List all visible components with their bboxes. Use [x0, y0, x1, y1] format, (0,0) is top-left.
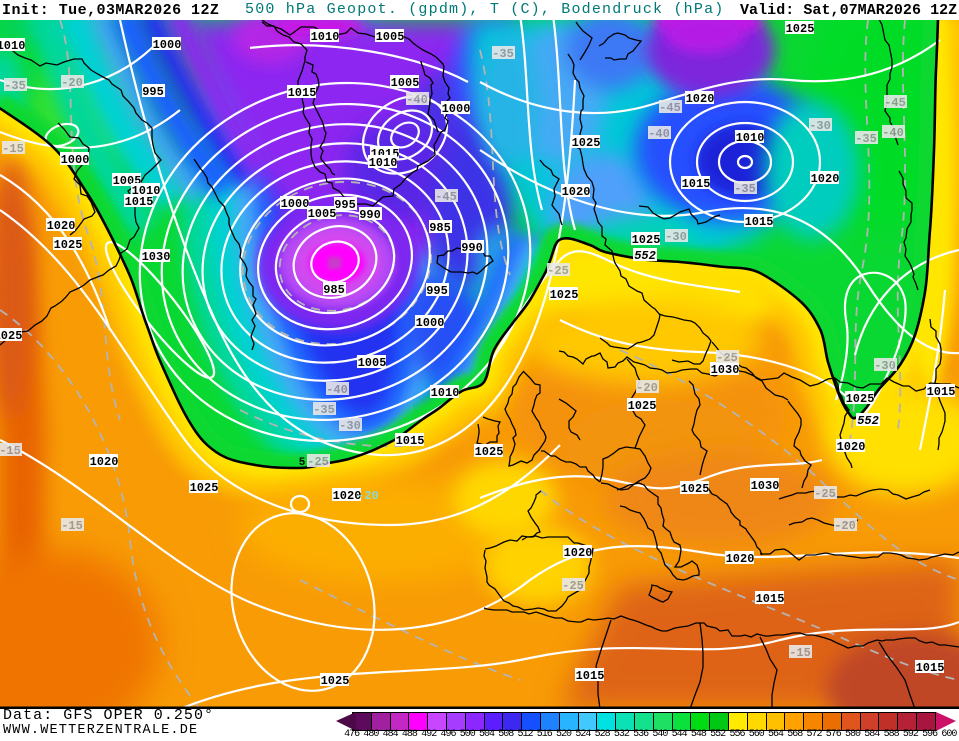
svg-text:-30: -30: [665, 230, 687, 244]
svg-text:-40: -40: [648, 127, 670, 141]
svg-text:1020: 1020: [47, 219, 76, 233]
svg-text:5: 5: [299, 457, 306, 469]
svg-text:1015: 1015: [756, 592, 785, 606]
svg-text:1005: 1005: [308, 207, 337, 221]
svg-text:-40: -40: [326, 383, 348, 397]
svg-text:1000: 1000: [442, 102, 471, 116]
svg-text:990: 990: [359, 208, 381, 222]
svg-text:1030: 1030: [751, 479, 780, 493]
svg-text:-20: -20: [834, 519, 856, 533]
svg-text:1025: 1025: [572, 136, 601, 150]
svg-text:-20: -20: [61, 76, 83, 90]
svg-text:1025: 1025: [475, 445, 504, 459]
svg-text:-45: -45: [884, 96, 906, 110]
svg-text:-30: -30: [874, 359, 896, 373]
svg-text:-35: -35: [313, 403, 335, 417]
svg-text:1015: 1015: [927, 385, 956, 399]
svg-text:1005: 1005: [376, 30, 405, 44]
svg-text:1030: 1030: [142, 250, 171, 264]
svg-text:-40: -40: [406, 93, 428, 107]
svg-text:1025: 1025: [681, 482, 710, 496]
svg-text:1030: 1030: [711, 363, 740, 377]
svg-text:1025: 1025: [632, 233, 661, 247]
svg-text:-25: -25: [307, 455, 329, 469]
svg-text:1025: 1025: [190, 481, 219, 495]
svg-text:-25: -25: [814, 487, 836, 501]
svg-text:995: 995: [426, 284, 448, 298]
svg-text:1020: 1020: [564, 546, 593, 560]
svg-text:1015: 1015: [288, 86, 317, 100]
svg-text:-15: -15: [789, 646, 811, 660]
svg-text:1005: 1005: [358, 356, 387, 370]
svg-text:1010: 1010: [0, 39, 25, 53]
svg-text:-35: -35: [855, 132, 877, 146]
svg-text:1010: 1010: [311, 30, 340, 44]
svg-text:-35: -35: [734, 182, 756, 196]
svg-text:-40: -40: [882, 126, 904, 140]
svg-text:-45: -45: [659, 101, 681, 115]
svg-text:1020: 1020: [837, 440, 866, 454]
svg-text:-15: -15: [0, 444, 21, 458]
svg-text:1015: 1015: [682, 177, 711, 191]
svg-text:1025: 1025: [786, 22, 815, 36]
svg-text:-35: -35: [4, 79, 26, 93]
svg-text:-30: -30: [809, 119, 831, 133]
svg-text:1000: 1000: [416, 316, 445, 330]
svg-text:1015: 1015: [396, 434, 425, 448]
svg-text:1015: 1015: [576, 669, 605, 683]
svg-text:1025: 1025: [54, 238, 83, 252]
svg-text:-45: -45: [435, 190, 457, 204]
svg-text:-15: -15: [61, 519, 83, 533]
svg-text:1020: 1020: [686, 92, 715, 106]
svg-text:1020: 1020: [90, 455, 119, 469]
svg-text:995: 995: [334, 198, 356, 212]
svg-text:-35: -35: [492, 47, 514, 61]
svg-text:1020: 1020: [333, 489, 362, 503]
svg-text:985: 985: [429, 221, 451, 235]
svg-text:985: 985: [323, 283, 345, 297]
svg-text:1015: 1015: [745, 215, 774, 229]
svg-text:-15: -15: [2, 142, 24, 156]
svg-text:-30: -30: [339, 419, 361, 433]
svg-text:-20: -20: [357, 489, 379, 503]
svg-text:1000: 1000: [281, 197, 310, 211]
svg-text:552: 552: [634, 249, 656, 263]
svg-text:1010: 1010: [431, 386, 460, 400]
svg-text:995: 995: [142, 85, 164, 99]
svg-text:1010: 1010: [369, 156, 398, 170]
svg-text:-20: -20: [636, 381, 658, 395]
svg-text:1000: 1000: [61, 153, 90, 167]
svg-text:1020: 1020: [562, 185, 591, 199]
svg-text:1015: 1015: [916, 661, 945, 675]
svg-text:1015: 1015: [125, 195, 154, 209]
svg-text:1020: 1020: [726, 552, 755, 566]
svg-text:552: 552: [857, 414, 879, 428]
svg-text:1000: 1000: [153, 38, 182, 52]
svg-text:1005: 1005: [391, 76, 420, 90]
svg-text:1025: 1025: [550, 288, 579, 302]
svg-text:-25: -25: [562, 579, 584, 593]
svg-text:-25: -25: [716, 351, 738, 365]
svg-text:990: 990: [461, 241, 483, 255]
svg-text:1025: 1025: [0, 329, 22, 343]
svg-text:1020: 1020: [811, 172, 840, 186]
svg-text:1010: 1010: [736, 131, 765, 145]
svg-text:-25: -25: [547, 264, 569, 278]
svg-text:1025: 1025: [846, 392, 875, 406]
svg-text:1025: 1025: [321, 674, 350, 688]
svg-text:1025: 1025: [628, 399, 657, 413]
